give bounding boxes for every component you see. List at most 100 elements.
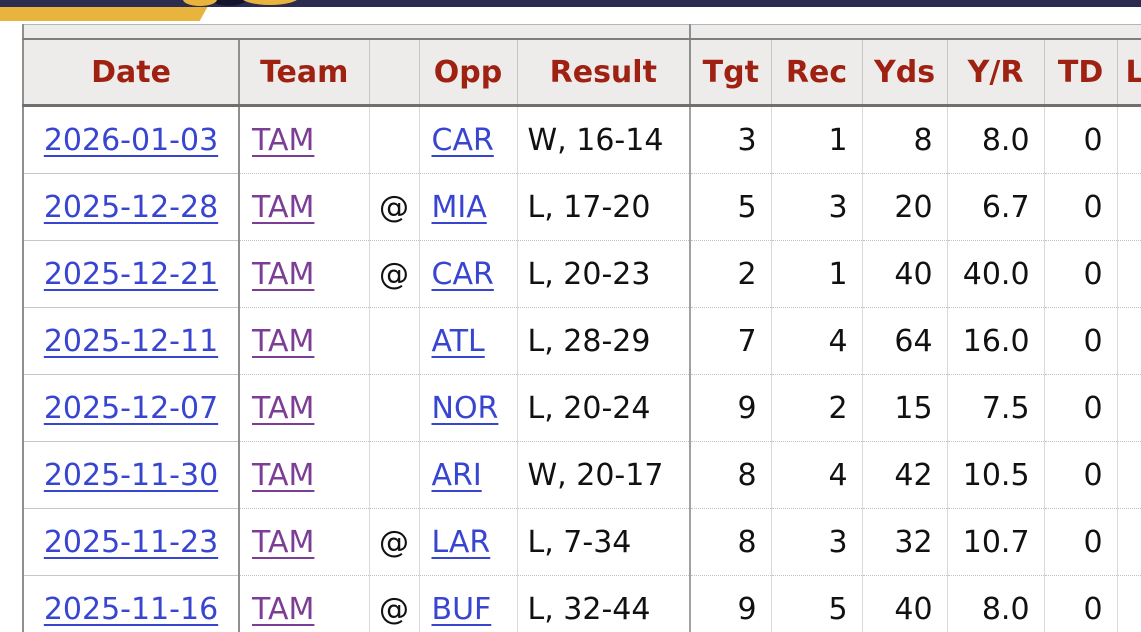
logo-fragment-gold-icon: [183, 0, 217, 6]
date-link[interactable]: 2025-12-28: [43, 189, 219, 225]
team-cell: TAM: [238, 240, 369, 308]
at-cell: [368, 374, 419, 442]
td-cell: 0: [1043, 374, 1118, 442]
tgt-cell: 2: [689, 240, 772, 308]
at-cell: @: [368, 240, 419, 308]
opp-link[interactable]: CAR: [431, 122, 494, 158]
yds-cell: 40: [861, 240, 948, 308]
over-header-right-cell: [690, 24, 1141, 40]
gold-banner: [0, 6, 208, 21]
rec-cell: 4: [770, 441, 863, 509]
col-header-rec: Rec: [770, 39, 863, 107]
opp-link[interactable]: MIA: [431, 189, 487, 225]
lng-cell: [1116, 173, 1141, 241]
result-cell: L, 20-24: [516, 374, 691, 442]
col-header-team: Team: [238, 39, 369, 107]
team-cell: TAM: [238, 374, 369, 442]
yds-cell: 64: [861, 307, 948, 375]
date-link[interactable]: 2025-11-23: [43, 524, 219, 560]
at-cell: @: [368, 575, 419, 632]
yds-cell: 8: [861, 105, 948, 174]
date-link[interactable]: 2026-01-03: [43, 122, 219, 158]
opp-link[interactable]: ATL: [431, 323, 485, 359]
td-cell: 0: [1043, 240, 1118, 308]
yr-cell: 7.5: [946, 374, 1045, 442]
team-link[interactable]: TAM: [252, 457, 315, 493]
result-cell: L, 32-44: [516, 575, 691, 632]
opp-cell: MIA: [418, 173, 517, 241]
date-link[interactable]: 2025-11-16: [43, 591, 219, 627]
game-log-table: Date Team Opp Result Tgt Rec Yds Y/R TD L 2026-01…: [22, 24, 1141, 632]
opp-cell: NOR: [418, 374, 517, 442]
td-cell: 0: [1043, 508, 1118, 576]
col-header-lng: L: [1116, 39, 1141, 107]
lng-cell: [1116, 374, 1141, 442]
date-cell: 2025-12-07: [22, 374, 240, 442]
result-cell: W, 16-14: [516, 105, 691, 174]
opp-link[interactable]: LAR: [431, 524, 491, 560]
yr-cell: 10.7: [946, 508, 1045, 576]
rec-cell: 1: [770, 105, 863, 174]
col-header-opp: Opp: [418, 39, 517, 107]
yr-cell: 8.0: [946, 105, 1045, 174]
col-header-yds: Yds: [861, 39, 948, 107]
yr-cell: 8.0: [946, 575, 1045, 632]
game-log-row: 2025-11-30 TAM ARI W, 20-17 8 4 42 10.5 0: [22, 441, 1141, 509]
tgt-cell: 9: [689, 374, 772, 442]
game-log-table-wrap: Date Team Opp Result Tgt Rec Yds Y/R TD L 2026-01…: [22, 24, 1141, 632]
at-cell: @: [368, 173, 419, 241]
tgt-cell: 9: [689, 575, 772, 632]
result-cell: L, 20-23: [516, 240, 691, 308]
opp-link[interactable]: CAR: [431, 256, 494, 292]
game-log-row: 2025-11-16 TAM @ BUF L, 32-44 9 5 40 8.0 0: [22, 575, 1141, 632]
team-cell: TAM: [238, 441, 369, 509]
date-cell: 2025-11-16: [22, 575, 240, 632]
col-header-td: TD: [1043, 39, 1118, 107]
over-header-left-cell: [22, 24, 692, 40]
opp-link[interactable]: NOR: [431, 390, 499, 426]
yr-cell: 10.5: [946, 441, 1045, 509]
team-link[interactable]: TAM: [252, 390, 315, 426]
over-header-row: [22, 24, 1141, 40]
yds-cell: 32: [861, 508, 948, 576]
rec-cell: 3: [770, 508, 863, 576]
col-header-result: Result: [516, 39, 691, 107]
rec-cell: 5: [770, 575, 863, 632]
date-cell: 2025-12-28: [22, 173, 240, 241]
result-cell: L, 28-29: [516, 307, 691, 375]
tgt-cell: 3: [689, 105, 772, 174]
team-cell: TAM: [238, 307, 369, 375]
lng-cell: [1116, 508, 1141, 576]
col-header-yr: Y/R: [946, 39, 1045, 107]
result-cell: L, 17-20: [516, 173, 691, 241]
at-cell: [368, 307, 419, 375]
td-cell: 0: [1043, 173, 1118, 241]
rec-cell: 2: [770, 374, 863, 442]
opp-link[interactable]: ARI: [431, 457, 482, 493]
yds-cell: 42: [861, 441, 948, 509]
team-link[interactable]: TAM: [252, 591, 315, 627]
date-cell: 2025-11-30: [22, 441, 240, 509]
team-link[interactable]: TAM: [252, 256, 315, 292]
date-link[interactable]: 2025-11-30: [43, 457, 219, 493]
team-link[interactable]: TAM: [252, 189, 315, 225]
opp-cell: CAR: [418, 240, 517, 308]
yr-cell: 6.7: [946, 173, 1045, 241]
yds-cell: 15: [861, 374, 948, 442]
opp-link[interactable]: BUF: [431, 591, 492, 627]
lng-cell: [1116, 441, 1141, 509]
game-log-row: 2025-12-11 TAM ATL L, 28-29 7 4 64 16.0 0: [22, 307, 1141, 375]
date-link[interactable]: 2025-12-07: [43, 390, 219, 426]
game-log-row: 2025-12-28 TAM @ MIA L, 17-20 5 3 20 6.7 0: [22, 173, 1141, 241]
team-link[interactable]: TAM: [252, 524, 315, 560]
td-cell: 0: [1043, 575, 1118, 632]
date-cell: 2026-01-03: [22, 105, 240, 174]
team-link[interactable]: TAM: [252, 323, 315, 359]
team-link[interactable]: TAM: [252, 122, 315, 158]
date-link[interactable]: 2025-12-21: [43, 256, 219, 292]
date-link[interactable]: 2025-12-11: [43, 323, 219, 359]
td-cell: 0: [1043, 105, 1118, 174]
opp-cell: BUF: [418, 575, 517, 632]
opp-cell: ATL: [418, 307, 517, 375]
logo-fragment-gold2-icon: [241, 0, 299, 5]
